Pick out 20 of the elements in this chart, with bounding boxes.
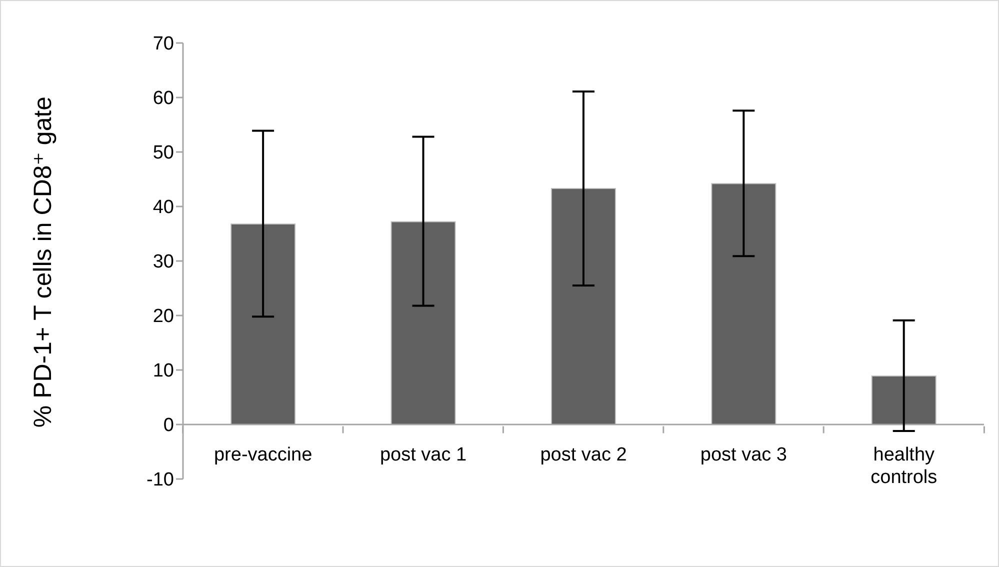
y-tick-label: 70 <box>152 34 174 55</box>
y-tick-label: 0 <box>163 415 174 436</box>
y-tick-label: 10 <box>152 360 174 382</box>
bar <box>871 375 936 425</box>
x-tick-label: pre-vaccine <box>214 444 312 466</box>
x-tick-label: post vac 3 <box>700 444 788 466</box>
x-tick-label: healthy controls <box>870 444 938 488</box>
y-tick-label: 30 <box>152 252 174 273</box>
y-tick-label: 60 <box>152 88 174 110</box>
y-tick-label: -10 <box>146 470 174 491</box>
x-tick-label: post vac 2 <box>540 444 627 466</box>
bar <box>550 188 616 425</box>
x-tick-label: post vac 1 <box>380 444 467 466</box>
y-tick-label: 20 <box>152 306 174 328</box>
y-tick-label: 50 <box>152 142 174 164</box>
bar <box>230 223 296 425</box>
bar <box>390 221 456 425</box>
y-tick-label: 40 <box>152 197 174 218</box>
y-axis-title: % PD-1+ T cells in CD8⁺ gate <box>28 96 58 428</box>
bar <box>711 183 776 425</box>
